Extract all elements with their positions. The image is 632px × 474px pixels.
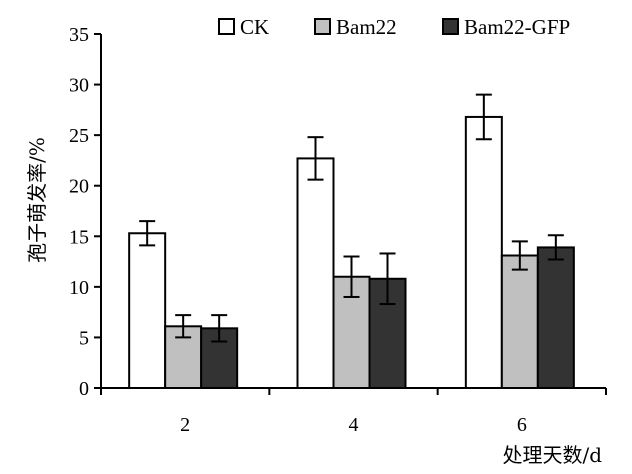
y-tick-label: 20 [69, 176, 89, 198]
x-tick-label: 6 [517, 414, 527, 436]
bar [296, 157, 335, 389]
bar [464, 115, 503, 390]
legend-swatch [314, 18, 331, 35]
bar [500, 254, 539, 389]
x-tick-label: 2 [180, 414, 190, 436]
y-tick-label: 10 [69, 277, 89, 299]
x-axis-label: 处理天数/d [502, 443, 602, 467]
bars [128, 115, 575, 390]
y-tick-label: 30 [69, 75, 89, 97]
y-axis: 0 5 10 15 20 25 30 35 [69, 24, 102, 400]
y-tick-label: 35 [69, 24, 89, 46]
y-tick-label: 5 [79, 327, 89, 349]
legend-swatch [442, 18, 459, 35]
legend-swatch [218, 18, 235, 35]
y-tick-label: 0 [79, 378, 89, 400]
bar [128, 232, 167, 389]
y-tick-label: 25 [69, 125, 89, 147]
error-bars [139, 93, 564, 343]
legend-label: CK [240, 15, 269, 39]
bar [536, 246, 575, 389]
legend: CK Bam22 Bam22-GFP [218, 15, 570, 39]
y-tick-label: 15 [69, 226, 89, 248]
x-tick-label: 4 [349, 414, 359, 436]
legend-label: Bam22-GFP [464, 15, 570, 39]
legend-label: Bam22 [336, 15, 397, 39]
y-axis-label: 孢子萌发率/% [25, 137, 49, 263]
x-axis: 2 4 6 [100, 387, 607, 436]
